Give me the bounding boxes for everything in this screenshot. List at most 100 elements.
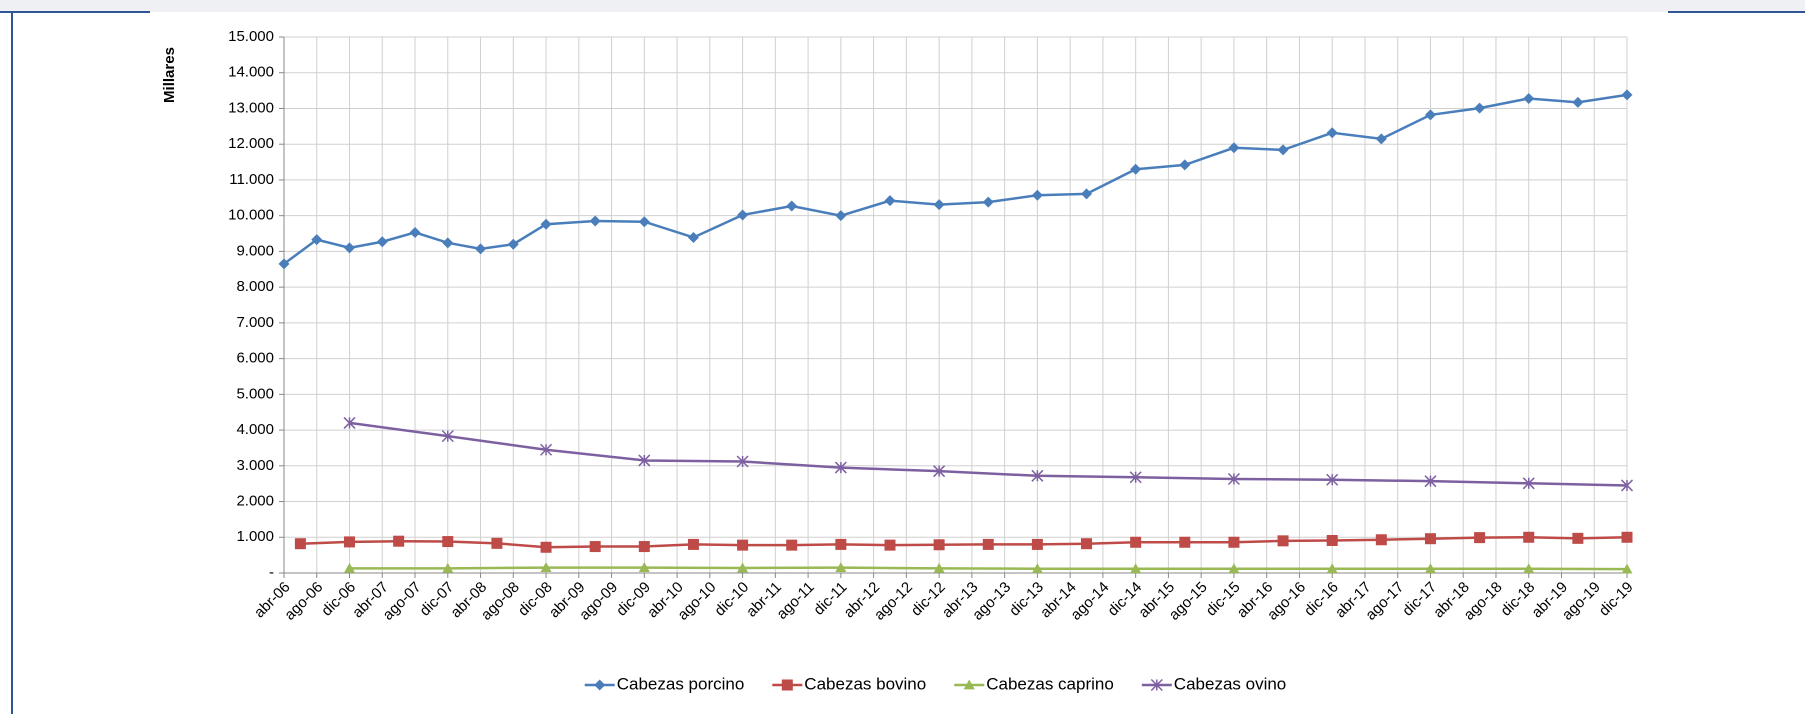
- legend-label: Cabezas caprino: [986, 674, 1114, 693]
- marker: [1474, 102, 1486, 114]
- y-tick-label: 15.000: [228, 28, 274, 45]
- x-tick-label: dic-19: [1596, 579, 1637, 620]
- marker: [540, 218, 552, 230]
- marker: [409, 226, 421, 238]
- marker: [343, 416, 356, 429]
- marker: [638, 216, 650, 228]
- marker: [376, 236, 388, 248]
- legend-label: Cabezas bovino: [804, 674, 926, 693]
- marker: [933, 562, 945, 573]
- marker: [442, 536, 454, 548]
- marker: [1031, 469, 1044, 482]
- marker: [1424, 533, 1436, 545]
- legend-label: Cabezas porcino: [617, 674, 745, 693]
- marker: [1572, 532, 1584, 544]
- y-tick-label: 7.000: [236, 314, 274, 331]
- marker: [737, 539, 749, 551]
- marker: [1523, 92, 1535, 104]
- marker: [1375, 534, 1387, 546]
- y-tick-label: 4.000: [236, 421, 274, 438]
- marker: [884, 195, 896, 207]
- marker: [884, 539, 896, 551]
- marker: [1227, 472, 1240, 486]
- marker: [589, 541, 601, 553]
- marker: [540, 541, 552, 553]
- marker: [1474, 532, 1486, 544]
- marker: [442, 562, 454, 573]
- y-tick-label: 12.000: [228, 135, 274, 152]
- series-line: [300, 536, 1628, 549]
- marker: [687, 231, 699, 243]
- y-tick-label: 9.000: [236, 242, 274, 259]
- y-tick-label: 8.000: [236, 278, 274, 295]
- marker: [344, 242, 356, 254]
- y-tick-label: 5.000: [236, 385, 274, 402]
- y-tick-label: 13.000: [228, 99, 274, 116]
- marker: [1375, 133, 1387, 145]
- marker: [1424, 475, 1437, 488]
- marker: [1277, 535, 1289, 547]
- marker: [786, 200, 798, 212]
- marker: [1424, 563, 1436, 574]
- marker: [1130, 163, 1142, 175]
- marker: [507, 238, 519, 250]
- marker: [638, 562, 650, 573]
- marker: [933, 465, 946, 478]
- marker: [736, 455, 749, 468]
- marker: [1621, 531, 1633, 543]
- marker: [933, 199, 945, 211]
- marker: [1031, 538, 1043, 550]
- marker: [1522, 477, 1535, 490]
- marker: [594, 679, 606, 691]
- series-line: [283, 93, 1628, 265]
- marker: [1424, 109, 1436, 121]
- marker: [1326, 473, 1339, 486]
- legend: Cabezas porcino Cabezas bovino Cabezas cap…: [584, 674, 1286, 693]
- y-tick-label: 2.000: [236, 493, 274, 510]
- marker: [786, 539, 798, 551]
- marker: [835, 562, 847, 573]
- marker: [982, 196, 994, 208]
- marker: [1326, 127, 1338, 139]
- marker: [963, 679, 975, 690]
- marker: [1150, 678, 1163, 692]
- x-tick-label: dic-10: [711, 579, 752, 620]
- marker: [294, 538, 306, 550]
- y-tick-label: 3.000: [236, 457, 274, 474]
- y-tick-label: 11.000: [229, 171, 274, 188]
- marker: [1179, 536, 1191, 548]
- marker: [278, 258, 290, 270]
- series-line: [349, 421, 1628, 487]
- y-axis-label: Millares: [161, 47, 178, 103]
- marker: [540, 443, 553, 456]
- marker: [1523, 531, 1535, 543]
- legend-item: Cabezas porcino: [584, 674, 745, 693]
- marker: [589, 215, 601, 227]
- marker: [1621, 89, 1633, 101]
- marker: [933, 539, 945, 551]
- marker: [1277, 144, 1289, 156]
- marker: [475, 243, 487, 255]
- marker: [737, 562, 749, 573]
- marker: [491, 537, 503, 549]
- marker: [344, 562, 356, 573]
- marker: [1228, 142, 1240, 154]
- marker: [442, 237, 454, 249]
- y-tick-label: 10.000: [228, 207, 274, 224]
- marker: [835, 538, 847, 550]
- y-tick-label: 14.000: [228, 64, 274, 81]
- marker: [1031, 189, 1043, 201]
- marker: [1620, 479, 1634, 492]
- legend-item: Cabezas ovino: [1141, 674, 1286, 693]
- y-tick-label: -: [269, 564, 274, 581]
- marker: [737, 209, 749, 221]
- marker: [1031, 563, 1043, 574]
- y-tick-label: 1.000: [236, 528, 274, 545]
- marker: [638, 454, 651, 467]
- marker: [1326, 534, 1338, 546]
- marker: [982, 538, 994, 550]
- marker: [687, 538, 699, 550]
- marker: [835, 210, 847, 222]
- marker: [1572, 96, 1584, 108]
